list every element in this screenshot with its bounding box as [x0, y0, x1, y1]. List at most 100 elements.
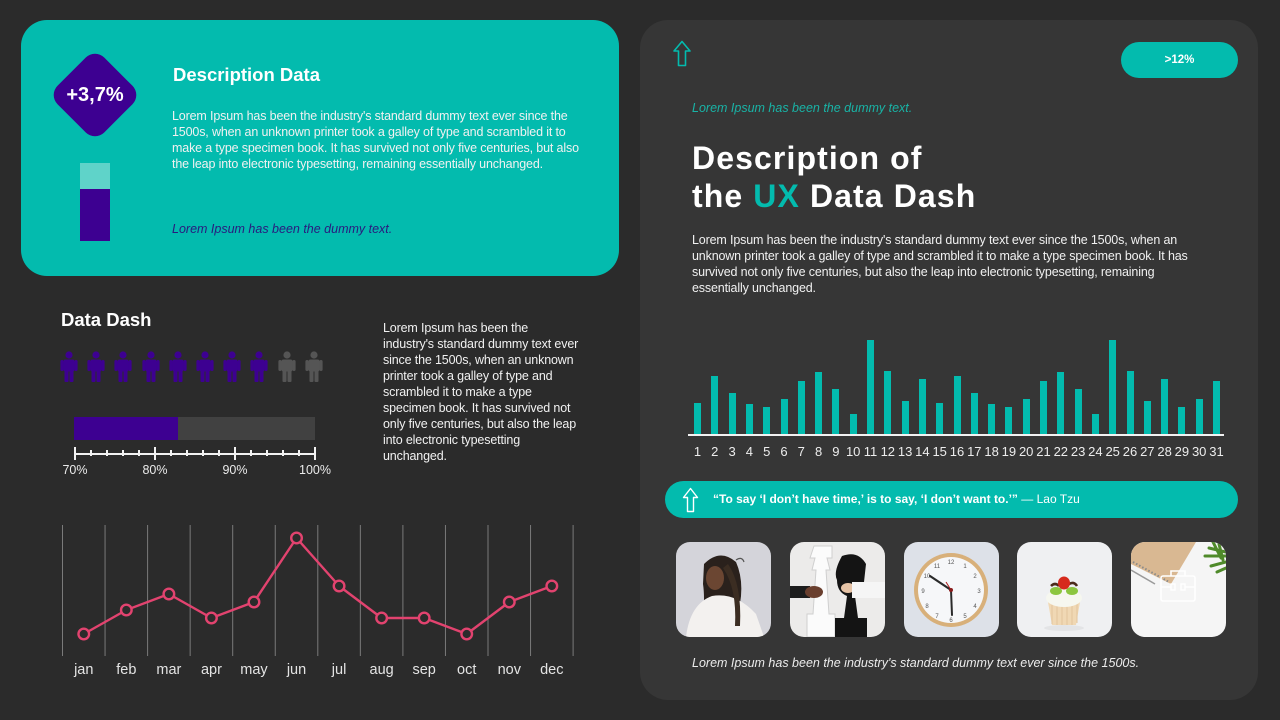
bar	[901, 401, 909, 434]
data-point	[77, 627, 91, 641]
bar-label: 12	[880, 444, 896, 459]
data-point	[204, 611, 218, 625]
minor-tick	[282, 450, 284, 456]
data-point	[545, 579, 559, 593]
month-label: aug	[369, 662, 394, 678]
minor-tick	[170, 450, 172, 456]
bar	[849, 414, 857, 434]
svg-text:3: 3	[977, 589, 981, 595]
minor-tick	[138, 450, 140, 456]
person-icon-filled	[60, 351, 78, 382]
bar-chart-baseline	[688, 434, 1224, 436]
svg-text:5: 5	[963, 614, 967, 620]
title-pre: the	[692, 178, 754, 214]
people-row	[60, 351, 340, 382]
bar-label: 15	[932, 444, 947, 459]
month-axis-labels: jan feb mar apr may jun jul aug sep oct nov dec	[55, 662, 585, 682]
progress-axis: 70% 80% 90% 100%	[62, 446, 331, 480]
monthly-line-chart	[62, 525, 574, 656]
svg-text:6: 6	[949, 618, 953, 624]
month-label: jul	[331, 662, 347, 678]
svg-text:12: 12	[948, 560, 955, 566]
bar-label: 3	[728, 444, 736, 459]
percent-badge: >12%	[1121, 42, 1238, 78]
bar	[1091, 414, 1099, 434]
bar-label: 18	[984, 444, 999, 459]
panel-title-line1: Description of	[692, 140, 923, 176]
bar-label: 25	[1105, 444, 1120, 459]
bar	[970, 393, 978, 434]
data-point	[290, 531, 304, 545]
svg-text:7: 7	[935, 614, 939, 620]
data-point	[460, 627, 474, 641]
bar	[867, 340, 874, 434]
progress-bar	[74, 417, 315, 440]
minor-tick	[202, 450, 204, 456]
month-label: may	[240, 662, 268, 678]
mini-bar-filled	[80, 189, 110, 241]
data-point	[375, 611, 389, 625]
bar	[797, 381, 805, 434]
month-label: jun	[286, 662, 307, 678]
person-icon-filled	[87, 351, 105, 382]
panel-footer: Lorem Ipsum has been the industry's stan…	[692, 656, 1140, 670]
major-tick	[234, 447, 236, 460]
month-label: feb	[116, 662, 137, 678]
bar	[953, 376, 961, 434]
bar-label: 21	[1036, 444, 1051, 459]
minor-tick	[298, 450, 300, 456]
panel-body: Lorem Ipsum has been the industry's stan…	[692, 233, 1188, 295]
svg-text:1: 1	[963, 564, 967, 570]
person-icon-empty	[277, 351, 296, 382]
quote-bar: “To say ‘I don’t have time,’ is to say, …	[665, 481, 1238, 518]
line-series	[83, 536, 553, 636]
bar-label: 10	[845, 444, 861, 459]
bar	[1074, 389, 1082, 434]
percent-badge-label: >12%	[1164, 54, 1195, 66]
bar	[1040, 381, 1047, 434]
svg-text:11: 11	[934, 564, 941, 570]
up-arrow-icon	[682, 487, 699, 513]
up-arrow-icon	[673, 40, 691, 67]
bar-label: 14	[915, 444, 930, 459]
bar	[1126, 371, 1134, 434]
photo-cupcake	[1017, 542, 1112, 637]
data-point	[119, 603, 133, 617]
bar-label: 5	[763, 444, 771, 459]
quote-author: — Lao Tzu	[1017, 492, 1080, 506]
bar-label: 7	[797, 444, 805, 459]
minor-tick	[266, 450, 268, 456]
tick-label: 90%	[222, 463, 248, 477]
data-dash-title: Data Dash	[61, 309, 152, 330]
bar	[988, 404, 996, 434]
description-card: +3,7% Description Data Lorem Ipsum has b…	[21, 20, 619, 276]
card-body: Lorem Ipsum has been the industry's stan…	[172, 109, 579, 171]
bar-label: 28	[1157, 444, 1172, 459]
data-point	[162, 587, 176, 601]
minor-tick	[90, 450, 92, 456]
progress-fill	[74, 417, 179, 440]
bar	[1161, 379, 1169, 434]
mini-bar-remaining	[80, 163, 110, 189]
minor-tick	[106, 450, 108, 456]
major-tick	[154, 447, 156, 460]
quote: “To say ‘I don’t have time,’ is to say, …	[713, 492, 1080, 507]
bar-label: 2	[711, 444, 719, 459]
bar-label: 24	[1088, 444, 1103, 459]
bar	[1178, 407, 1186, 434]
photo-notebook	[1131, 542, 1226, 637]
bar	[832, 389, 840, 434]
photo-chess-pieces	[790, 542, 885, 637]
daily-bar-chart: 1 2 3 4 5 6 7 8 9 10 11 12 13 14 15 16 17 18 19 20 21 22 23 24 2…	[688, 330, 1228, 465]
bar	[1005, 407, 1013, 434]
bar-label: 8	[814, 444, 823, 459]
svg-text:10: 10	[924, 574, 931, 580]
card-caption: Lorem Ipsum has been the dummy text.	[172, 222, 393, 236]
month-label: jan	[74, 662, 94, 678]
bar-label: 23	[1070, 444, 1086, 459]
bar	[918, 379, 926, 434]
bar	[780, 399, 788, 434]
bar	[936, 403, 944, 434]
bar-label: 11	[863, 444, 878, 459]
